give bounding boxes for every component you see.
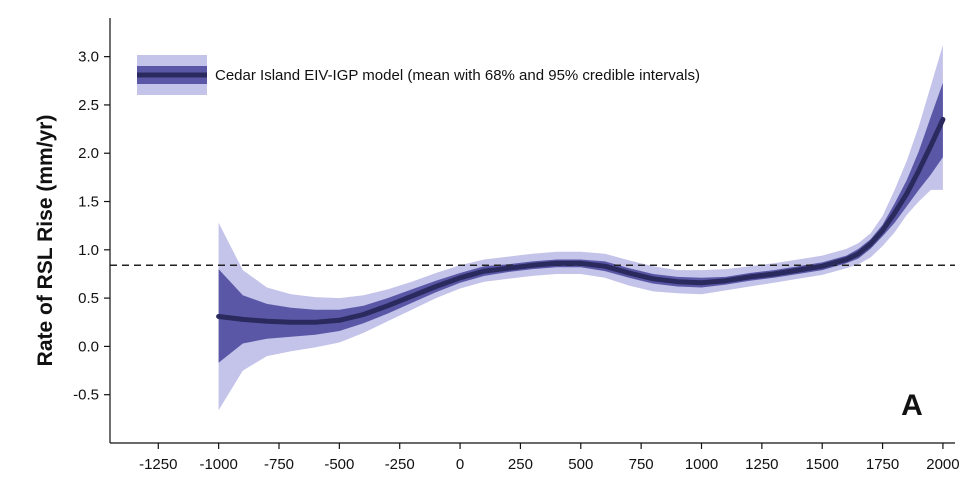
- y-tick-label: 2.0: [78, 145, 99, 162]
- y-tick-label: 3.0: [78, 49, 99, 66]
- legend: Cedar Island EIV-IGP model (mean with 68…: [137, 55, 700, 95]
- mean-line-group: [216, 116, 946, 325]
- y-tick-label: 0.0: [78, 338, 99, 355]
- legend-label: Cedar Island EIV-IGP model (mean with 68…: [215, 67, 700, 84]
- y-tick-label: 2.5: [78, 97, 99, 114]
- y-tick-label: 0.5: [78, 290, 99, 307]
- y-axis-label: Rate of RSL Rise (mm/yr): [34, 115, 57, 367]
- x-tick-label: 2000: [926, 456, 959, 473]
- x-tick-label: 750: [629, 456, 654, 473]
- axes: [109, 18, 955, 444]
- x-tick-label: 500: [568, 456, 593, 473]
- x-tick-label: 250: [508, 456, 533, 473]
- x-tick-label: -250: [385, 456, 415, 473]
- credible-interval-bands: [218, 45, 943, 411]
- x-tick-label: -500: [324, 456, 354, 473]
- x-tick-label: -750: [264, 456, 294, 473]
- y-axis-ticks: -0.5 0.0 0.5 1.0 1.5 2.0 2.5 3.0: [73, 49, 110, 404]
- ci68-band: [218, 82, 943, 363]
- y-tick-label: 1.0: [78, 242, 99, 259]
- x-axis-ticks: -1250 -1000 -750 -500 -250 0 250 500 750 1000 1250…: [139, 443, 960, 473]
- ci95-band: [218, 45, 943, 411]
- mean-line: [216, 116, 946, 325]
- x-tick-label: 1750: [866, 456, 899, 473]
- x-tick-label: -1000: [199, 456, 237, 473]
- y-tick-label: -0.5: [73, 387, 99, 404]
- x-tick-label: -1250: [139, 456, 177, 473]
- x-tick-label: 1250: [745, 456, 778, 473]
- panel-label: A: [901, 389, 923, 422]
- x-tick-label: 1000: [685, 456, 718, 473]
- y-tick-label: 1.5: [78, 194, 99, 211]
- x-tick-label: 0: [456, 456, 464, 473]
- x-tick-label: 1500: [806, 456, 839, 473]
